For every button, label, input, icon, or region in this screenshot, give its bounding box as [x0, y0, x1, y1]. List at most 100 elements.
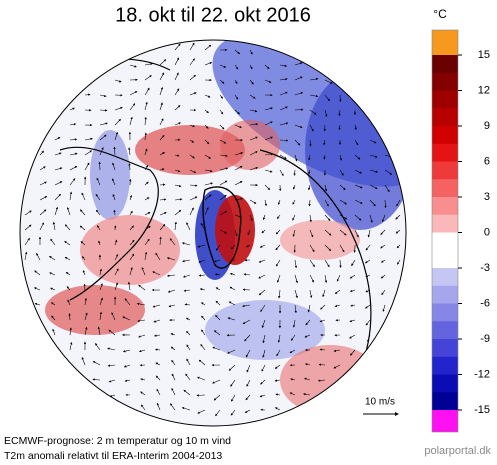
wind-arrow [39, 196, 48, 201]
wind-arrow [234, 124, 242, 128]
wind-arrow [39, 150, 45, 156]
wind-arrow [213, 394, 221, 401]
wind-arrow [186, 358, 191, 366]
wind-arrow [234, 181, 243, 186]
wind-arrow [245, 349, 251, 358]
wind-arrow [54, 206, 59, 216]
wind-arrow [182, 274, 191, 278]
wind-arrow [69, 191, 73, 201]
colorbar-band [432, 356, 458, 375]
wind-arrow [234, 64, 239, 70]
wind-arrow [50, 302, 56, 306]
wind-arrow [114, 239, 118, 246]
wind-arrow [99, 283, 103, 291]
wind-arrow [174, 122, 181, 126]
wind-arrow [365, 274, 371, 278]
wind-arrow [167, 289, 176, 293]
wind-arrow [219, 210, 228, 216]
wind-arrow [324, 109, 328, 118]
wind-arrow [354, 169, 362, 174]
wind-arrow [64, 241, 71, 246]
colorbar-band [432, 303, 458, 322]
wind-arrow [79, 225, 86, 231]
wind-arrow [294, 91, 304, 96]
wind-arrow [369, 199, 376, 207]
wind-arrow [349, 289, 356, 293]
wind-arrow [81, 192, 86, 201]
wind-arrow [339, 214, 348, 220]
wind-arrow [234, 94, 239, 100]
wind-arrow [292, 319, 296, 328]
wind-arrow [215, 409, 221, 417]
wind-arrow [24, 210, 32, 216]
wind-arrow [339, 259, 342, 268]
wind-arrow [279, 77, 288, 81]
colorbar-tick-label: 3 [484, 191, 490, 203]
wind-arrow [174, 198, 183, 201]
wind-arrow [219, 124, 225, 130]
wind-arrow [245, 244, 251, 248]
wind-arrow [170, 346, 176, 351]
colorbar-band [432, 179, 458, 198]
wind-arrow [380, 229, 386, 235]
wind-arrow [54, 152, 62, 156]
wind-arrow [308, 199, 311, 207]
colorbar-band [432, 143, 458, 162]
wind-arrow [24, 251, 28, 261]
wind-arrow [204, 61, 213, 66]
wind-arrow [141, 404, 146, 411]
colorbar-tick-label: 15 [478, 49, 490, 61]
wind-arrow [294, 154, 298, 162]
wind-arrow [197, 376, 206, 381]
wind-arrow [144, 238, 150, 246]
wind-arrow [219, 194, 227, 201]
wind-arrow [274, 407, 281, 411]
wind-arrow [395, 229, 401, 234]
colorbar-tick-label: 0 [484, 226, 490, 238]
wind-arrow [198, 359, 206, 366]
wind-arrow [174, 57, 180, 66]
wind-arrow [99, 122, 108, 126]
wind-arrow [113, 146, 116, 156]
wind-arrow [144, 197, 150, 201]
wind-arrow [308, 154, 311, 161]
wind-arrow [159, 102, 163, 111]
wind-arrow [198, 259, 206, 263]
wind-arrow [144, 164, 149, 171]
wind-arrow [144, 251, 148, 261]
wind-arrow [294, 139, 301, 146]
wind-arrow [140, 378, 146, 381]
wind-arrow [84, 150, 93, 156]
wind-arrow [200, 302, 206, 306]
wind-arrow [170, 403, 176, 411]
wind-arrow [183, 389, 191, 396]
wind-arrow [201, 329, 206, 336]
wind-arrow [199, 288, 206, 291]
wind-arrow [108, 329, 116, 336]
wind-arrow [189, 169, 197, 174]
wind-arrow [129, 64, 137, 68]
wind-arrow [264, 169, 273, 173]
wind-arrow [69, 178, 76, 186]
title: 18. okt til 22. okt 2016 [115, 4, 311, 26]
wind-arrow [249, 49, 253, 55]
colorbar-band [432, 126, 458, 145]
colorbar-band [432, 392, 458, 411]
wind-arrow [304, 377, 311, 381]
colorbar-band [432, 339, 458, 358]
wind-arrow [234, 197, 243, 201]
wind-arrow [234, 152, 244, 156]
wind-arrow [354, 214, 362, 221]
wind-arrow [264, 152, 274, 156]
wind-arrow [50, 287, 56, 291]
wind-arrow [159, 168, 165, 171]
wind-arrow [200, 343, 206, 351]
wind-arrow [292, 214, 296, 221]
wind-arrow [185, 317, 191, 321]
wind-arrow [260, 379, 266, 385]
wind-arrow [354, 229, 359, 238]
wind-arrow [264, 64, 270, 70]
colorbar-under [432, 410, 458, 432]
wind-arrow [144, 148, 148, 156]
